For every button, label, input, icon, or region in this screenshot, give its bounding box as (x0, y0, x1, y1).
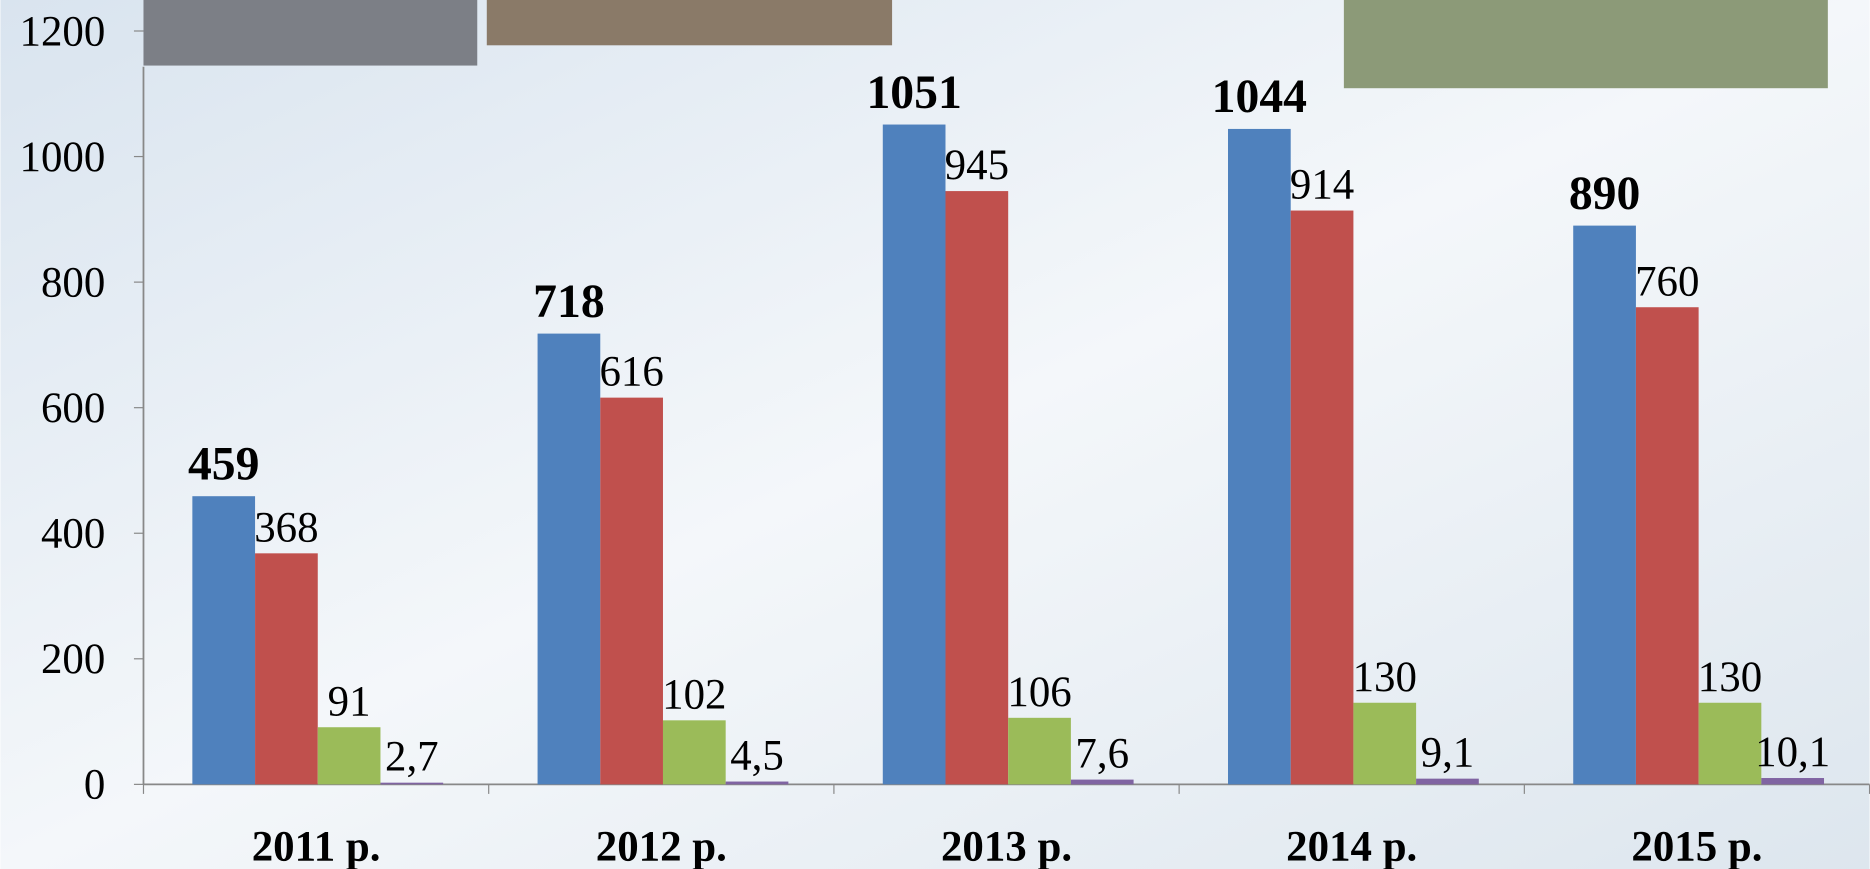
value-label: 10,1 (1755, 729, 1830, 776)
value-label: 368 (254, 504, 318, 551)
photo (1344, 0, 1828, 88)
bar (1761, 778, 1824, 784)
bar (726, 782, 789, 785)
value-label: 616 (599, 349, 663, 396)
value-label: 760 (1635, 258, 1699, 305)
value-label: 91 (328, 678, 371, 725)
value-label: 459 (188, 439, 260, 491)
bar (1416, 779, 1479, 785)
bar (945, 191, 1008, 784)
value-label: 1051 (866, 67, 961, 119)
photo (487, 0, 892, 45)
value-label: 1044 (1212, 71, 1307, 123)
value-label: 914 (1290, 162, 1354, 209)
x-tick-label: 2013 р. (941, 824, 1072, 869)
bar (1291, 211, 1354, 785)
value-label: 2,7 (385, 734, 439, 781)
y-tick-label: 1000 (20, 134, 106, 181)
chart: 0 200 400 600 800 1000 1200 459 368 91 2,72011 р. 7… (0, 0, 1870, 869)
value-label: 7,6 (1075, 731, 1129, 778)
photo (143, 0, 477, 66)
bar (1071, 780, 1134, 785)
x-tick-label: 2014 р. (1286, 824, 1417, 869)
value-label: 890 (1569, 168, 1641, 220)
value-label: 106 (1007, 669, 1071, 716)
bar (380, 783, 443, 785)
x-tick-label: 2015 р. (1631, 824, 1762, 869)
value-label: 102 (662, 671, 726, 718)
bar (318, 727, 381, 784)
bar (538, 334, 601, 785)
bar (663, 720, 726, 784)
x-tick-label: 2012 р. (596, 824, 727, 869)
value-label: 718 (533, 276, 605, 328)
y-tick-label: 400 (41, 511, 105, 558)
value-label: 130 (1353, 654, 1417, 701)
x-tick-label: 2011 р. (252, 824, 381, 869)
bar (1636, 307, 1699, 784)
y-tick-label: 1200 (20, 8, 106, 55)
value-label: 130 (1698, 654, 1762, 701)
page: 0 200 400 600 800 1000 1200 459 368 91 2,72011 р. 7… (0, 0, 1870, 869)
bar (192, 496, 255, 784)
value-label: 945 (945, 142, 1009, 189)
bar (1353, 703, 1416, 785)
bar (883, 125, 946, 785)
y-tick-label: 600 (41, 385, 105, 432)
bar (1008, 718, 1071, 785)
bar (1573, 226, 1636, 785)
bar (1228, 129, 1291, 784)
value-label: 4,5 (730, 733, 784, 780)
y-tick-label: 0 (84, 762, 105, 809)
y-tick-label: 200 (41, 636, 105, 683)
value-label: 9,1 (1421, 730, 1475, 777)
bar (255, 553, 318, 784)
bar (600, 398, 663, 785)
bar (1699, 703, 1762, 785)
y-tick-label: 800 (41, 259, 105, 306)
